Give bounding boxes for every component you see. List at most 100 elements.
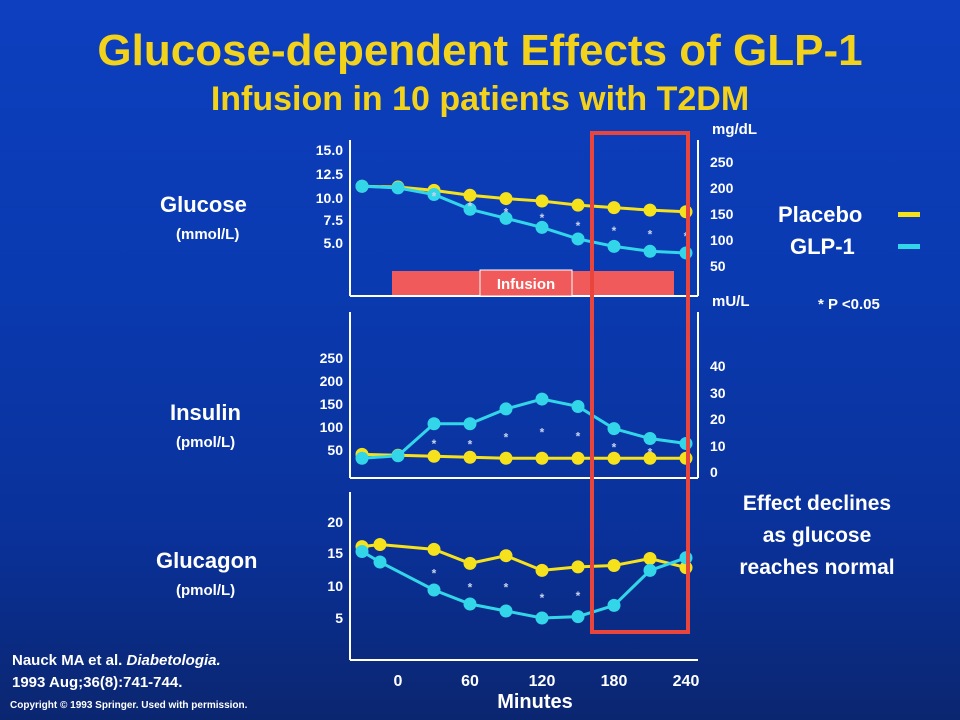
panel-glucose-left-tick: 12.5 xyxy=(316,166,343,182)
panel-glucagon-significance-mark: * xyxy=(432,567,437,581)
x-axis-tick: 0 xyxy=(394,673,403,690)
panel-insulin-series-glp1-point xyxy=(355,451,369,465)
panel-glucose-series-glp1-point xyxy=(535,220,549,234)
panel-glucagon-series-glp1-point xyxy=(571,610,585,624)
infusion-label-box xyxy=(479,269,573,297)
panel-glucose-significance-mark: * xyxy=(540,211,545,225)
panel-insulin-right-tick: 20 xyxy=(710,411,726,427)
panel-glucose-right-tick: 100 xyxy=(710,232,734,248)
legend-glp1-label: GLP-1 xyxy=(790,234,855,259)
panel-glucose-significance-mark: * xyxy=(612,224,617,238)
panel-insulin-significance-mark: * xyxy=(432,437,437,451)
significance-note: * P <0.05 xyxy=(818,296,880,313)
panel-glucose-series-glp1-point xyxy=(571,232,585,246)
panel-glucagon-series-glp1-point xyxy=(535,611,549,625)
panel-glucose-series-glp1-point xyxy=(607,239,621,253)
panel-insulin-significance-mark: * xyxy=(504,431,509,445)
panel-glucose-significance-mark: * xyxy=(576,219,581,233)
copyright-notice: Copyright © 1993 Springer. Used with per… xyxy=(10,700,248,711)
glucose-label: Glucose xyxy=(160,192,247,217)
panel-glucagon-series-placebo-point xyxy=(463,556,477,570)
panel-glucose-series-placebo-point xyxy=(643,203,657,217)
panel-insulin-series-placebo-line xyxy=(361,452,686,460)
glucagon-unit: (pmol/L) xyxy=(176,582,236,599)
panel-glucagon-significance-mark: * xyxy=(468,581,473,595)
legend-glp1-swatch xyxy=(898,244,920,249)
panel-glucose-series-placebo-point xyxy=(571,198,585,212)
panel-glucose-left-tick: 15.0 xyxy=(316,142,343,158)
panel-insulin-series-placebo-point xyxy=(535,451,549,465)
panel-glucose-series-placebo-line xyxy=(361,184,687,214)
panel-insulin-series-placebo-point xyxy=(607,451,621,465)
panel-insulin-series-placebo-point xyxy=(463,450,477,464)
panel-glucose-left-tick: 5.0 xyxy=(324,235,344,251)
panel-glucose-left-tick: 7.5 xyxy=(324,212,344,228)
panel-glucose-series-glp1-point xyxy=(427,187,441,201)
panel-glucagon-series-glp1-point xyxy=(373,555,387,569)
panel-glucagon-significance-mark: * xyxy=(504,580,509,594)
panel-insulin-left-tick: 200 xyxy=(320,373,344,389)
citation-author: Nauck MA et al. xyxy=(12,652,127,669)
slide-subtitle: Infusion in 10 patients with T2DM xyxy=(210,80,750,118)
panel-insulin-series-placebo-point xyxy=(427,449,441,463)
panel-glucose-significance-mark: * xyxy=(504,205,509,219)
effect-line-3: reaches normal xyxy=(739,556,895,579)
x-axis-tick: 120 xyxy=(529,673,556,690)
effect-line-2: as glucose xyxy=(762,524,872,547)
panel-insulin-series-glp1-point xyxy=(643,432,657,446)
insulin-label: Insulin xyxy=(170,400,241,425)
panel-glucagon-series-glp1-point xyxy=(499,604,513,618)
panel-glucagon-series-placebo-point xyxy=(373,538,387,551)
panel-insulin-series-placebo-point xyxy=(571,451,585,465)
panel-glucagon-series-placebo-point xyxy=(571,560,585,574)
panel-glucagon-series-glp1-point xyxy=(355,545,369,558)
panel-insulin-series-glp1-point xyxy=(391,449,405,463)
panel-insulin-significance-mark: * xyxy=(468,438,473,452)
panel-insulin-right-tick: 40 xyxy=(710,358,726,374)
x-axis-tick: 180 xyxy=(601,673,628,690)
panel-glucagon-left-tick: 5 xyxy=(335,610,343,626)
citation-line-1: Nauck MA et al. Diabetologia. xyxy=(12,652,221,669)
panel-glucose-left-tick: 10.0 xyxy=(316,190,343,206)
panel-insulin-significance-mark: * xyxy=(540,426,545,440)
glucagon-label: Glucagon xyxy=(156,548,258,573)
legend-placebo-swatch xyxy=(898,212,920,217)
panel-glucagon-series-placebo-point xyxy=(607,559,621,572)
panel-insulin-left-tick: 150 xyxy=(320,396,344,412)
x-axis-tick: 240 xyxy=(673,673,700,690)
legend-placebo-label: Placebo xyxy=(778,202,863,227)
panel-glucose-series-placebo-point xyxy=(463,188,477,202)
panel-glucose-right-tick: 150 xyxy=(710,206,734,222)
panel-insulin-right-unit: mU/L xyxy=(712,293,750,310)
citation-line-2: 1993 Aug;36(8):741-744. xyxy=(12,674,183,691)
panel-insulin-significance-mark: * xyxy=(576,429,581,443)
panel-insulin-series-placebo-point xyxy=(499,451,513,465)
panel-glucagon-series-placebo-point xyxy=(499,549,513,563)
panel-glucagon-left-tick: 15 xyxy=(327,545,343,561)
panel-glucose-series-glp1-point xyxy=(463,202,477,216)
panel-glucose-series-placebo-point xyxy=(499,192,513,206)
highlight-box xyxy=(590,131,690,634)
effect-note: Effect declines as glucose reaches norma… xyxy=(712,488,922,584)
panel-glucose-significance-mark: * xyxy=(432,189,437,203)
panel-glucagon-series-glp1-line xyxy=(361,550,687,620)
panel-glucagon-series-placebo-point xyxy=(643,552,657,565)
panel-glucagon-series-placebo-point xyxy=(427,542,441,556)
panel-insulin-series-glp1-point xyxy=(499,402,513,416)
panel-glucose-series-glp1-point xyxy=(355,179,369,193)
panel-insulin-series-placebo-point xyxy=(643,451,657,465)
panel-glucagon-left-tick: 10 xyxy=(327,578,343,594)
panel-glucagon-significance-mark: * xyxy=(540,591,545,605)
panel-insulin-series-glp1-point xyxy=(607,422,621,436)
panel-glucagon-series-placebo-line xyxy=(361,542,687,572)
panel-glucose-right-tick: 50 xyxy=(710,258,726,274)
panel-insulin-right-tick: 0 xyxy=(710,464,718,480)
panel-glucagon-significance-mark: * xyxy=(576,589,581,603)
panel-glucagon-series-glp1-point xyxy=(607,598,621,612)
panel-glucose-series-glp1-point xyxy=(499,211,513,225)
effect-line-1: Effect declines xyxy=(742,492,892,515)
infusion-label: Infusion xyxy=(497,276,555,293)
panel-glucose-series-glp1-point xyxy=(391,181,405,195)
panel-glucose-right-tick: 200 xyxy=(710,180,734,196)
